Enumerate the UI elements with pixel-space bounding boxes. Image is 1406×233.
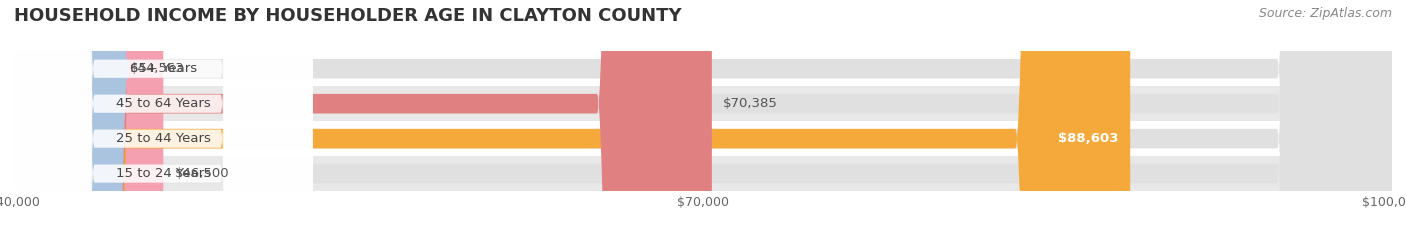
Bar (14, 86, 1392, 121)
Text: $46,500: $46,500 (174, 167, 229, 180)
Text: $70,385: $70,385 (723, 97, 778, 110)
Text: $88,603: $88,603 (1059, 132, 1119, 145)
FancyBboxPatch shape (4, 0, 129, 233)
Bar (14, 121, 1392, 156)
FancyBboxPatch shape (14, 0, 1130, 233)
Text: 65+ Years: 65+ Years (129, 62, 197, 75)
Text: $44,563: $44,563 (131, 62, 186, 75)
FancyBboxPatch shape (14, 0, 1392, 233)
FancyBboxPatch shape (3, 0, 312, 233)
Bar (14, 156, 1392, 191)
Text: 25 to 44 Years: 25 to 44 Years (115, 132, 211, 145)
Text: HOUSEHOLD INCOME BY HOUSEHOLDER AGE IN CLAYTON COUNTY: HOUSEHOLD INCOME BY HOUSEHOLDER AGE IN C… (14, 7, 682, 25)
FancyBboxPatch shape (14, 0, 1392, 233)
FancyBboxPatch shape (3, 0, 312, 233)
FancyBboxPatch shape (14, 0, 1392, 233)
Bar (14, 51, 1392, 86)
FancyBboxPatch shape (3, 0, 312, 233)
FancyBboxPatch shape (14, 0, 711, 233)
FancyBboxPatch shape (14, 0, 163, 233)
FancyBboxPatch shape (14, 0, 1392, 233)
FancyBboxPatch shape (3, 0, 312, 233)
Text: 15 to 24 Years: 15 to 24 Years (115, 167, 211, 180)
Text: 45 to 64 Years: 45 to 64 Years (115, 97, 211, 110)
Text: Source: ZipAtlas.com: Source: ZipAtlas.com (1258, 7, 1392, 20)
